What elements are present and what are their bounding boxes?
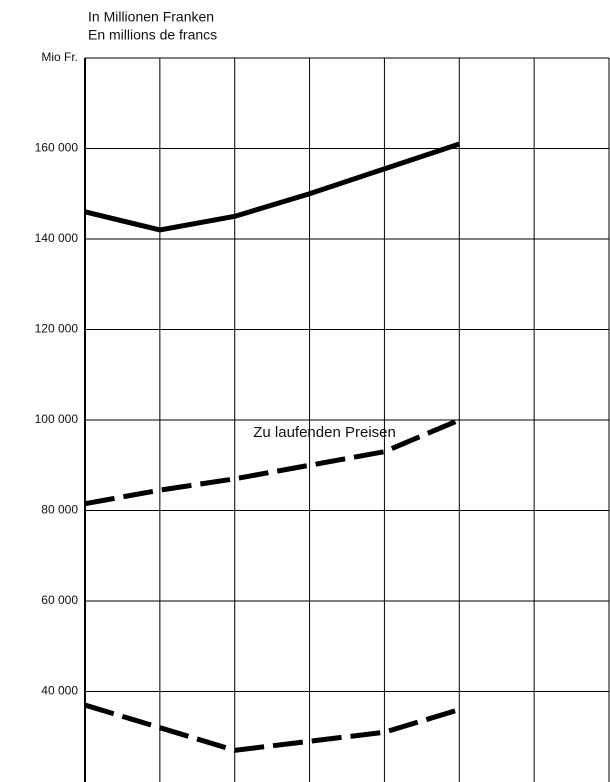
y-tick-label: 100 000 (35, 412, 79, 426)
series-line (84, 417, 461, 507)
y-tick-label: 40 000 (41, 684, 78, 698)
y-tick-label: 140 000 (35, 231, 79, 245)
series-label: Zu laufenden Preisen (253, 424, 396, 441)
chart-subtitle: En millions de francs (88, 27, 217, 43)
y-tick-label: Mio Fr. (41, 50, 78, 64)
y-tick-label: 160 000 (35, 141, 79, 155)
y-tick-label: 120 000 (35, 322, 79, 336)
chart-title: In Millionen Franken (88, 9, 214, 25)
series-line (84, 141, 461, 233)
series-line (84, 702, 461, 753)
y-tick-label: 60 000 (41, 593, 78, 607)
y-tick-label: 80 000 (41, 503, 78, 517)
